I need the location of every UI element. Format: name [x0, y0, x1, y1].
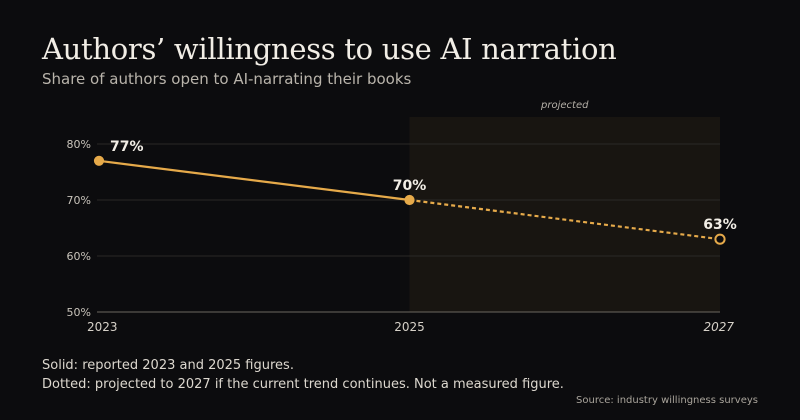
data-label: 70% — [393, 178, 427, 194]
chart-title: Authors’ willingness to use AI narration — [42, 32, 617, 66]
y-tick-label: 50% — [67, 306, 91, 319]
note-solid: Solid: reported 2023 and 2025 figures. — [42, 358, 294, 373]
projected-line — [409, 198, 721, 241]
projection-band — [409, 117, 720, 312]
data-label: 63% — [703, 217, 737, 233]
x-tick-label: 2027 — [703, 320, 734, 334]
x-tick-label: 2025 — [394, 320, 425, 334]
y-tick-label: 60% — [67, 250, 91, 263]
chart-subtitle: Share of authors open to AI-narrating th… — [42, 70, 412, 88]
reported-line — [98, 159, 410, 202]
data-point — [93, 155, 105, 166]
source-credit: Source: industry willingness surveys — [576, 395, 758, 406]
y-tick-label: 80% — [67, 138, 91, 151]
x-tick-label: 2023 — [87, 320, 118, 334]
data-point — [404, 194, 415, 206]
y-tick-label: 70% — [67, 194, 91, 207]
projection-label: projected — [540, 100, 589, 111]
data-label: 77% — [110, 139, 144, 155]
projected-point — [714, 233, 726, 245]
note-dotted: Dotted: projected to 2027 if the current… — [42, 377, 564, 392]
